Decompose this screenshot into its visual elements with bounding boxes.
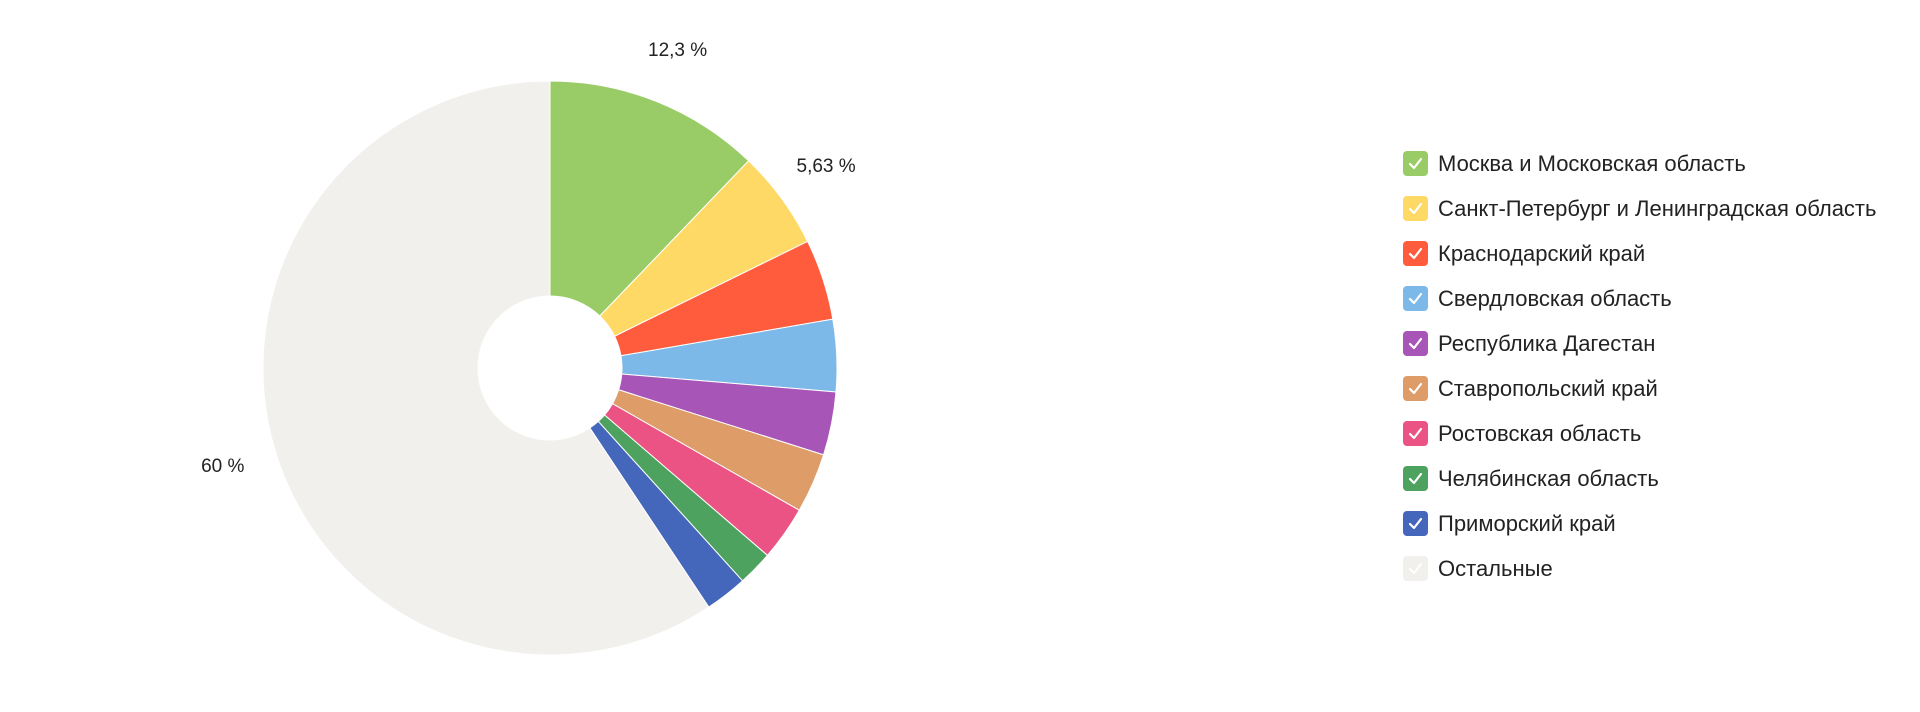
legend-item[interactable]: Санкт-Петербург и Ленинградская область [1403, 186, 1876, 231]
legend-label: Свердловская область [1438, 285, 1672, 311]
check-icon [1408, 292, 1423, 305]
check-icon [1408, 562, 1423, 575]
legend-item[interactable]: Свердловская область [1403, 276, 1876, 321]
legend-label: Остальные [1438, 555, 1553, 581]
check-icon [1408, 517, 1423, 530]
check-icon [1408, 202, 1423, 215]
legend-item[interactable]: Остальные [1403, 546, 1876, 591]
check-icon [1408, 247, 1423, 260]
legend-label: Москва и Московская область [1438, 150, 1746, 176]
legend-checkbox[interactable] [1403, 556, 1428, 581]
legend-item[interactable]: Москва и Московская область [1403, 141, 1876, 186]
legend-checkbox[interactable] [1403, 376, 1428, 401]
legend-checkbox[interactable] [1403, 466, 1428, 491]
legend-label: Приморский край [1438, 510, 1616, 536]
pie-data-label: 12,3 % [648, 40, 708, 62]
pie-data-label: 60 % [201, 456, 245, 478]
legend-checkbox[interactable] [1403, 421, 1428, 446]
check-icon [1408, 382, 1423, 395]
pie-data-label: 5,63 % [796, 155, 856, 177]
legend-label: Челябинская область [1438, 465, 1659, 491]
legend-checkbox[interactable] [1403, 151, 1428, 176]
legend-checkbox[interactable] [1403, 241, 1428, 266]
legend-label: Санкт-Петербург и Ленинградская область [1438, 195, 1877, 221]
legend-label: Ставропольский край [1438, 375, 1658, 401]
legend-item[interactable]: Республика Дагестан [1403, 321, 1876, 366]
legend-checkbox[interactable] [1403, 511, 1428, 536]
pie-slice[interactable] [549, 80, 750, 317]
legend-checkbox[interactable] [1403, 331, 1428, 356]
pie-slice[interactable] [262, 80, 710, 656]
legend-item[interactable]: Челябинская область [1403, 456, 1876, 501]
legend-item[interactable]: Ставропольский край [1403, 366, 1876, 411]
legend-label: Республика Дагестан [1438, 330, 1656, 356]
check-icon [1408, 472, 1423, 485]
check-icon [1408, 157, 1423, 170]
legend-label: Ростовская область [1438, 420, 1642, 446]
chart-legend: Москва и Московская область Санкт-Петербу… [1403, 141, 1876, 591]
legend-item[interactable]: Ростовская область [1403, 411, 1876, 456]
legend-checkbox[interactable] [1403, 196, 1428, 221]
check-icon [1408, 427, 1423, 440]
legend-label: Краснодарский край [1438, 240, 1646, 266]
legend-item[interactable]: Приморский край [1403, 501, 1876, 546]
legend-item[interactable]: Краснодарский край [1403, 231, 1876, 276]
check-icon [1408, 337, 1423, 350]
legend-checkbox[interactable] [1403, 286, 1428, 311]
